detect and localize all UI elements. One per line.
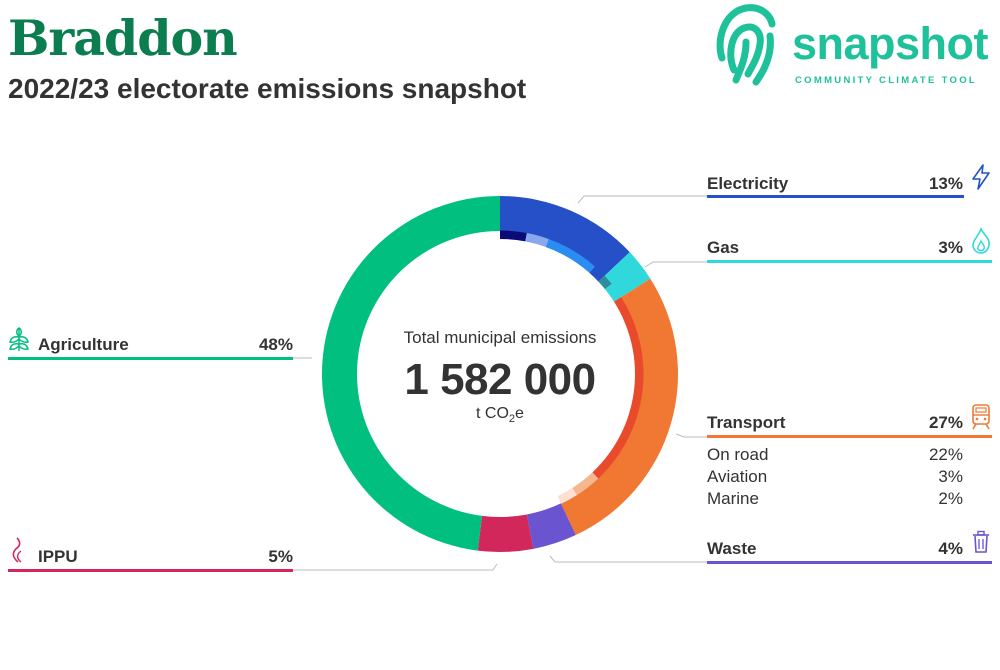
wheat-icon: [9, 327, 29, 351]
donut-subslice-electricity-1: [525, 233, 549, 247]
donut-subslice-transport-0: [592, 297, 644, 479]
electricity-rule: [707, 195, 964, 198]
transport-sub-label: Aviation: [707, 467, 768, 486]
logo-wordmark: snapshot: [792, 18, 989, 69]
donut-slice-agriculture: [321, 196, 500, 551]
total-label: Total municipal emissions: [403, 328, 597, 347]
donut-subslice-electricity-2: [545, 238, 595, 273]
leader-waste: [549, 555, 707, 563]
donut-slice-transport: [560, 278, 678, 536]
ippu-rule: [8, 569, 293, 572]
donut-subslice-transport-1: [572, 472, 599, 496]
leader-gas: [644, 261, 707, 268]
transport-rule: [707, 435, 992, 438]
donut-slice-gas: [604, 252, 651, 298]
donut-subslice-gas-1: [605, 283, 622, 302]
ippu-label: IPPU: [38, 547, 78, 566]
electricity-pct: 13%: [928, 174, 963, 193]
transport-sub-pct: 2%: [938, 489, 963, 508]
train-icon: [972, 404, 990, 430]
unit-prefix: t CO: [476, 405, 509, 422]
donut-subslice-gas-0: [598, 275, 612, 290]
donut-slice-electricity: [500, 196, 630, 277]
logo-tagline: COMMUNITY CLIMATE TOOL: [795, 75, 978, 86]
lightning-bolt-icon: [972, 164, 990, 190]
transport-label: Transport: [707, 413, 786, 432]
transport-pct: 27%: [928, 413, 963, 432]
gas-rule: [707, 260, 992, 263]
leader-ippu: [293, 563, 498, 571]
smoke-plume-icon: [12, 537, 22, 563]
total-value: 1 582 000: [404, 355, 596, 404]
donut-subslice-transport-2: [557, 487, 577, 504]
donut-slice-waste: [526, 503, 576, 549]
unit-subscript: 2: [508, 413, 516, 426]
flame-icon: [972, 227, 990, 254]
ippu-pct: 5%: [268, 547, 293, 566]
page-subtitle: 2022/23 electorate emissions snapshot: [8, 73, 527, 104]
waste-rule: [707, 561, 992, 564]
waste-pct: 4%: [938, 539, 963, 558]
page-title: Braddon: [8, 9, 238, 67]
fingerprint-logo-icon: [716, 4, 776, 86]
transport-sub-label: Marine: [707, 489, 759, 508]
agriculture-rule: [8, 357, 293, 360]
waste-label: Waste: [707, 539, 757, 558]
agriculture-pct: 48%: [258, 335, 293, 354]
total-unit: t CO2e: [420, 404, 580, 429]
transport-sub-label: On road: [707, 445, 769, 464]
donut-subslice-electricity-3: [589, 266, 605, 282]
gas-pct: 3%: [938, 238, 963, 257]
agriculture-label: Agriculture: [38, 335, 129, 354]
transport-sub-pct: 22%: [928, 445, 963, 464]
gas-label: Gas: [707, 238, 740, 257]
unit-suffix: e: [515, 405, 524, 422]
trash-bin-icon: [973, 530, 989, 553]
leader-electricity: [577, 195, 707, 204]
transport-sub-pct: 3%: [938, 467, 963, 486]
electricity-label: Electricity: [707, 174, 789, 193]
leader-transport: [675, 433, 707, 438]
donut-subslice-electricity-0: [500, 230, 527, 242]
donut-slice-ippu: [477, 514, 534, 552]
leader-lines: [293, 195, 707, 571]
